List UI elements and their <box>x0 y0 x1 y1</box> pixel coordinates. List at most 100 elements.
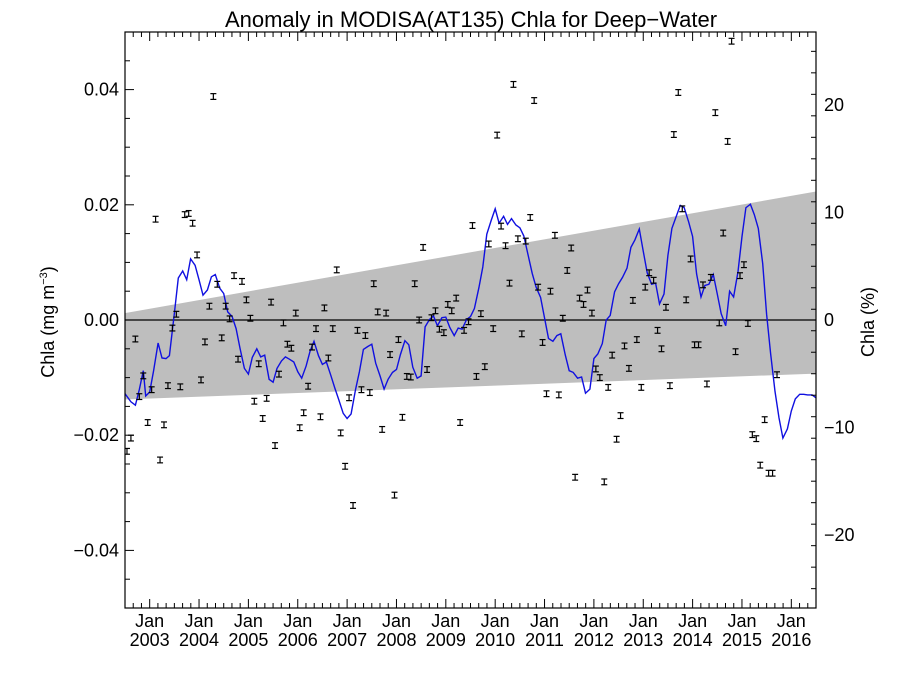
data-point <box>325 354 332 362</box>
data-point <box>132 335 139 343</box>
data-point <box>284 340 291 348</box>
x-tick-label-month: Jan <box>481 611 510 631</box>
x-tick-label-month: Jan <box>185 611 214 631</box>
right-tick-label: 20 <box>824 95 844 115</box>
left-tick-label: 0.04 <box>84 80 119 100</box>
data-point <box>366 389 373 397</box>
data-point <box>358 386 365 394</box>
data-point <box>448 307 455 315</box>
x-tick-label-month: Jan <box>234 611 263 631</box>
data-point <box>650 276 657 284</box>
data-point <box>436 325 443 333</box>
data-point <box>181 211 188 219</box>
right-tick-label: 0 <box>824 310 834 330</box>
data-point <box>761 416 768 424</box>
data-point <box>559 314 566 322</box>
data-point <box>588 309 595 317</box>
data-point <box>420 243 427 251</box>
data-point <box>601 478 608 486</box>
data-point <box>127 434 134 442</box>
data-point <box>535 283 542 291</box>
data-point <box>424 366 431 374</box>
data-point <box>695 341 702 349</box>
data-point <box>687 255 694 263</box>
data-point <box>457 419 464 427</box>
plot-area <box>125 37 816 509</box>
data-point <box>518 330 525 338</box>
data-point <box>531 97 538 105</box>
data-point <box>675 88 682 96</box>
data-point <box>342 462 349 470</box>
x-tick-label-month: Jan <box>135 611 164 631</box>
data-point <box>296 424 303 432</box>
data-point <box>744 319 751 327</box>
data-point <box>629 296 636 304</box>
data-point <box>724 137 731 145</box>
data-point <box>572 473 579 481</box>
data-point <box>333 266 340 274</box>
data-point <box>259 415 266 422</box>
data-point <box>428 314 435 322</box>
data-point <box>514 235 521 243</box>
y-axis-label-left-superscript: −3 <box>38 272 50 285</box>
data-point <box>416 316 423 324</box>
data-point <box>712 109 719 117</box>
plot-content <box>125 37 816 509</box>
left-tick-label: 0.02 <box>84 195 119 215</box>
data-point <box>362 332 369 340</box>
data-point <box>662 303 669 311</box>
data-point <box>206 302 213 310</box>
data-point <box>391 491 398 499</box>
y-axis-label-right: Chla (%) <box>858 287 878 357</box>
x-tick-label-month: Jan <box>579 611 608 631</box>
data-point <box>317 413 324 421</box>
data-point <box>539 338 546 346</box>
data-point <box>243 296 250 304</box>
data-point <box>642 283 649 291</box>
data-point <box>177 383 184 391</box>
y-axis-label-left: Chla (mg m−3) <box>38 266 58 378</box>
data-point <box>411 280 418 288</box>
x-tick-label-year: 2004 <box>179 630 219 650</box>
data-point <box>185 209 192 217</box>
left-tick-label: −0.02 <box>73 425 119 445</box>
data-point <box>305 382 312 390</box>
data-point <box>350 501 357 509</box>
left-tick-label: −0.04 <box>73 540 119 560</box>
data-point <box>399 413 406 421</box>
data-point <box>469 222 476 230</box>
data-point <box>432 307 439 315</box>
x-tick-label-year: 2010 <box>475 630 515 650</box>
data-point <box>720 229 727 237</box>
data-point <box>210 93 217 100</box>
data-point <box>148 386 155 394</box>
data-point <box>251 397 258 405</box>
data-point <box>683 296 690 304</box>
data-point <box>461 326 468 334</box>
data-point <box>736 272 743 280</box>
data-point <box>280 319 287 327</box>
data-point <box>268 298 275 306</box>
data-point <box>527 213 534 221</box>
data-point <box>757 461 764 469</box>
x-tick-label-month: Jan <box>333 611 362 631</box>
data-point <box>477 310 484 318</box>
trend-band <box>125 191 816 400</box>
data-point <box>584 286 591 294</box>
data-point <box>407 373 414 381</box>
data-point <box>502 242 509 250</box>
data-point <box>189 219 196 227</box>
data-point <box>699 281 706 289</box>
data-point <box>613 435 620 443</box>
data-point <box>288 344 295 352</box>
data-point <box>564 266 571 274</box>
x-tick-label-year: 2011 <box>525 630 564 650</box>
data-point <box>231 272 238 280</box>
data-point <box>235 355 242 363</box>
data-point <box>707 273 714 281</box>
x-tick-label-year: 2007 <box>327 630 367 650</box>
data-point <box>157 456 164 464</box>
data-point <box>473 372 480 380</box>
data-point <box>346 394 353 402</box>
x-tick-label-month: Jan <box>727 611 756 631</box>
